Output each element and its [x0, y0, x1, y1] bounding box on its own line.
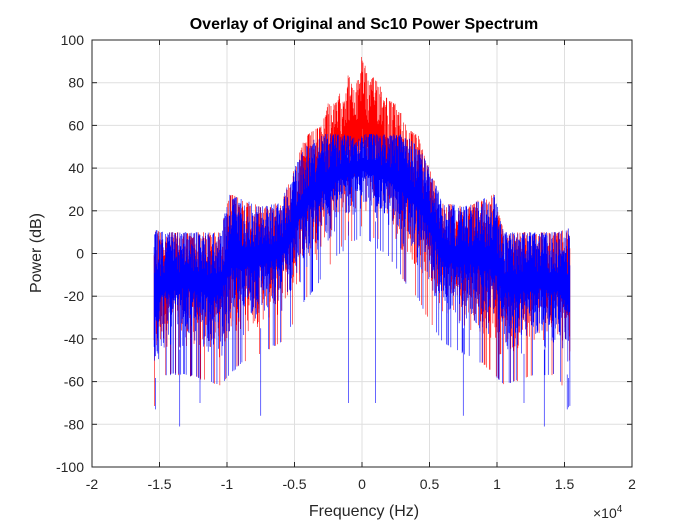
x-tick-label: -1	[221, 476, 234, 492]
x-tick-label: 0	[358, 476, 366, 492]
y-tick-label: -40	[64, 331, 84, 347]
x-tick-label: -2	[86, 476, 99, 492]
y-tick-label: -20	[64, 288, 84, 304]
y-tick-label: 40	[68, 160, 84, 176]
y-tick-label: -60	[64, 374, 84, 390]
x-axis-label: Frequency (Hz)	[309, 503, 419, 520]
spectrum-series-2	[153, 133, 571, 427]
y-tick-label: 0	[76, 246, 84, 262]
y-axis-label: Power (dB)	[28, 213, 45, 293]
x-tick-label: 1.5	[555, 476, 575, 492]
y-tick-label: 60	[68, 117, 84, 133]
chart-title: Overlay of Original and Sc10 Power Spect…	[190, 16, 539, 33]
x-axis-exponent-power: 4	[617, 504, 623, 515]
x-axis-exponent: ×104	[593, 504, 623, 521]
x-axis-exponent-base: ×10	[593, 505, 617, 521]
series-layer	[153, 56, 571, 427]
y-tick-label: -80	[64, 416, 84, 432]
x-tick-label: -1.5	[147, 476, 171, 492]
x-tick-label: 2	[628, 476, 636, 492]
tick-labels: -2 -1.5 -1 -0.5 0 0.5 1 1.5 2 -100 -80 -60 -40 -20 0 20…	[56, 32, 636, 492]
x-tick-label: 1	[493, 476, 501, 492]
y-tick-label: -100	[56, 459, 84, 475]
x-tick-label: 0.5	[420, 476, 440, 492]
y-tick-label: 80	[68, 75, 84, 91]
y-tick-label: 20	[68, 203, 84, 219]
axes	[91, 39, 633, 468]
y-tick-label: 100	[61, 32, 85, 48]
x-tick-label: -0.5	[282, 476, 306, 492]
